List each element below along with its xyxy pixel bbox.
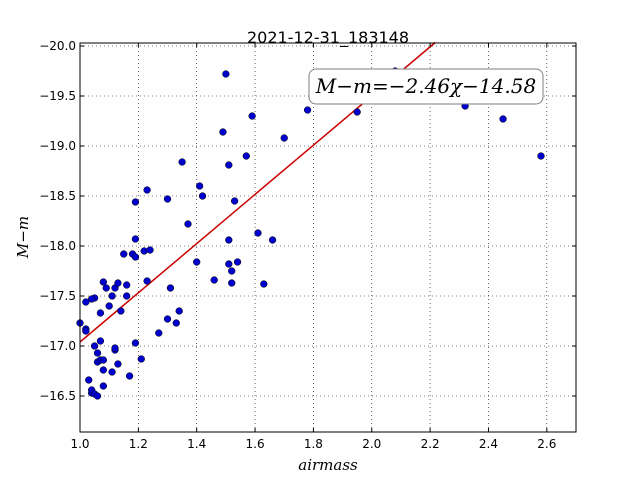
data-point — [268, 236, 277, 244]
data-point — [228, 279, 236, 287]
data-point — [137, 355, 145, 363]
data-point — [248, 112, 256, 120]
chart-title: 2021-12-31_183148 — [247, 28, 409, 48]
data-point — [143, 186, 151, 194]
x-tick-label: 1.2 — [129, 437, 148, 451]
data-point — [108, 292, 116, 300]
fit-equation: M−m=−2.46χ−14.58 — [315, 74, 536, 98]
data-point — [228, 267, 236, 275]
x-tick-label: 2.0 — [362, 437, 381, 451]
data-point — [225, 161, 233, 169]
data-point — [82, 298, 90, 306]
x-tick-label: 1.0 — [70, 437, 89, 451]
data-point — [353, 108, 361, 116]
data-point — [499, 115, 507, 123]
data-point — [114, 279, 122, 287]
y-tick-label: −19.0 — [39, 139, 76, 153]
data-point — [254, 229, 262, 237]
data-point — [96, 337, 105, 345]
data-point — [114, 360, 122, 368]
annotation-box: M−m=−2.46χ−14.58 — [308, 68, 544, 105]
data-point — [230, 197, 239, 205]
y-tick-label: −19.5 — [39, 89, 76, 103]
data-point — [172, 319, 180, 327]
data-point — [99, 356, 107, 364]
data-point — [131, 235, 140, 243]
data-point — [123, 292, 131, 300]
data-point — [88, 295, 96, 303]
data-point — [85, 376, 93, 384]
data-point — [99, 366, 107, 374]
x-axis-label: airmass — [298, 456, 358, 474]
data-point — [210, 276, 218, 284]
data-point — [93, 392, 102, 400]
data-point — [166, 284, 175, 292]
x-tick-label: 1.8 — [304, 437, 323, 451]
annotation-frame — [308, 68, 544, 105]
y-tick-label: −17.5 — [39, 289, 76, 303]
data-point — [146, 246, 154, 254]
data-point — [105, 302, 113, 310]
data-point — [242, 152, 250, 160]
y-tick-label: −18.5 — [39, 189, 76, 203]
data-point — [225, 260, 233, 268]
data-point — [163, 195, 172, 203]
y-tick-label: −18.0 — [39, 239, 76, 253]
data-point — [108, 368, 116, 376]
data-point — [163, 315, 172, 323]
data-point — [260, 280, 268, 288]
data-point — [537, 152, 545, 160]
data-point — [117, 307, 125, 315]
data-point — [178, 158, 186, 166]
data-point — [99, 382, 107, 390]
data-point — [131, 339, 140, 347]
data-point — [143, 277, 151, 285]
data-point — [219, 128, 227, 136]
data-point — [225, 236, 233, 244]
x-tick-label: 2.2 — [421, 437, 440, 451]
x-tick-label: 1.6 — [246, 437, 265, 451]
data-point — [90, 342, 99, 350]
data-point — [222, 70, 230, 78]
x-tick-label: 2.4 — [479, 437, 498, 451]
data-point — [233, 258, 242, 266]
data-point — [82, 327, 90, 335]
data-point — [99, 278, 107, 286]
data-point — [193, 258, 201, 266]
y-tick-label: −20.0 — [39, 39, 76, 53]
data-point — [195, 182, 204, 190]
y-tick-label: −16.5 — [39, 389, 76, 403]
data-point — [131, 198, 140, 206]
data-point — [123, 281, 131, 289]
data-point — [96, 309, 105, 317]
data-point — [198, 192, 207, 200]
data-point — [111, 344, 119, 352]
data-point — [175, 307, 183, 315]
y-axis-label: M−m — [14, 216, 32, 259]
data-point — [155, 329, 163, 337]
data-points — [76, 67, 545, 400]
data-point — [93, 349, 102, 357]
data-point — [120, 250, 128, 258]
data-point — [131, 253, 140, 261]
data-point — [303, 106, 312, 114]
plot-area — [79, 42, 577, 433]
data-point — [125, 372, 134, 380]
data-point — [102, 284, 110, 292]
y-tick-label: −17.0 — [39, 339, 76, 353]
data-point — [280, 134, 288, 142]
data-point — [184, 220, 192, 228]
x-tick-label: 2.6 — [537, 437, 556, 451]
axis-ticks: 1.0 1.2 1.4 1.6 1.8 2.0 2.2 2.4 2.6 −16.5 −17.0 −17… — [39, 39, 576, 451]
x-tick-label: 1.4 — [187, 437, 206, 451]
